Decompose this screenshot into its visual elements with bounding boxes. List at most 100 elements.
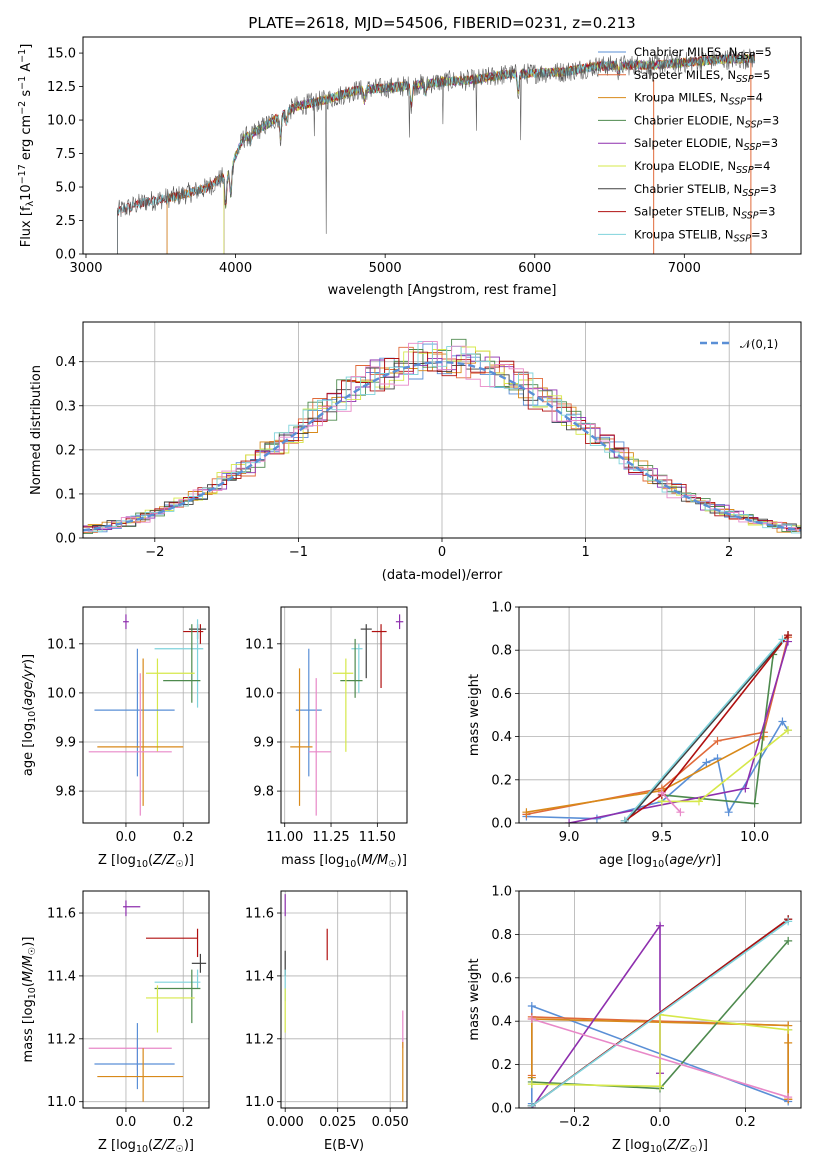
x-tick-label: 4000 [219, 261, 252, 276]
series-marker [784, 726, 793, 735]
series-line-8 [624, 638, 784, 822]
x-axis-label: E(B-V) [324, 1138, 364, 1153]
x-tick-label: 0.0 [116, 1115, 137, 1130]
x-axis-label: Z [log10(Z/Z☉)] [98, 853, 194, 870]
series-marker [527, 1002, 536, 1011]
series-line-1 [166, 53, 755, 254]
series-marker [565, 819, 574, 823]
x-tick-label: 0.0 [650, 1115, 671, 1130]
x-tick-label: 11.25 [312, 830, 349, 845]
x-axis-label: mass [log10(M/M☉)] [281, 853, 407, 870]
x-tick-label: 2 [725, 545, 733, 560]
axes-frame [82, 606, 210, 824]
y-tick-label: 10.0 [47, 686, 76, 701]
series-line-5 [223, 53, 755, 254]
y-tick-label: 0.3 [55, 399, 76, 414]
errorbar-point-6 [88, 1038, 172, 1071]
y-tick-label: 0.2 [491, 773, 512, 788]
series-marker [676, 808, 685, 817]
y-tick-label: 10.0 [245, 686, 274, 701]
errorbar-point-2 [191, 953, 207, 973]
errorbar-point-5 [146, 658, 195, 752]
x-tick-label: 11.50 [359, 830, 396, 845]
errorbar-point-8 [97, 1048, 184, 1102]
x-tick-label: 0 [438, 545, 446, 560]
series-line-8 [531, 920, 789, 1107]
histogram-series-6 [83, 362, 801, 531]
y-tick-label: 11.6 [245, 907, 274, 922]
errorbar-point-3 [154, 969, 201, 989]
y-tick-label: 11.0 [245, 1095, 274, 1110]
series-line-3 [661, 634, 789, 805]
series-line-3 [223, 53, 755, 254]
errorbar-point-0 [123, 614, 129, 630]
axes-frame [280, 890, 408, 1109]
x-tick-label: 0.2 [735, 1115, 756, 1130]
x-tick-label: 0.000 [267, 1115, 304, 1130]
normal-curve [83, 360, 801, 532]
x-axis-label: age [log10(age/yr)] [599, 853, 721, 870]
plot-area [83, 338, 801, 534]
y-tick-label: 0.2 [55, 443, 76, 458]
x-tick-label: −2 [145, 545, 164, 560]
errorbar-point-4 [154, 969, 201, 1024]
y-tick-label: 12.5 [47, 80, 76, 95]
histogram-series-8 [87, 341, 801, 534]
plot-massweight-vs-Z: −0.2 0.0 0.2 0.0 0.2 0.4 0.6 0.8 1.0 Z [log10(Z/Z… [467, 885, 802, 1155]
x-tick-label: 5000 [369, 261, 402, 276]
legend-entry: Chabrier STELIB, NSSP=3 [634, 182, 777, 199]
y-tick-label: 5.0 [55, 181, 76, 196]
series-marker [527, 1080, 536, 1089]
legend-entry: Chabrier MILES, NSSP=5 [634, 45, 772, 62]
x-tick-label: 3000 [69, 261, 102, 276]
y-tick-label: 9.9 [253, 736, 274, 751]
series-line-0 [526, 719, 789, 820]
legend-entry: Kroupa STELIB, NSSP=3 [634, 227, 768, 244]
errorbar-point-4 [163, 624, 201, 703]
x-axis-label: Z [log10(Z/Z☉)] [612, 1138, 708, 1155]
x-tick-label: 0.025 [319, 1115, 356, 1130]
errorbar-point-1 [183, 624, 204, 644]
plot-age-vs-mass: 11.00 11.25 11.50 9.8 9.9 10.0 10.1 mass [log10… [245, 606, 408, 870]
errorbar-point-8 [88, 673, 172, 816]
series-marker [527, 1101, 536, 1108]
errorbar-point-0 [123, 900, 141, 917]
x-axis-label: Z [log10(Z/Z☉)] [98, 1138, 194, 1155]
y-tick-label: 0.4 [491, 1015, 512, 1030]
legend: 𝒩(0,1) [700, 337, 778, 351]
y-axis-label: Flux [fλ10−17 erg cm−2 s−1 A−1] [17, 44, 36, 248]
y-tick-label: 0.0 [55, 532, 76, 547]
y-tick-label: 0.8 [491, 644, 512, 659]
y-tick-label: 0.1 [55, 487, 76, 502]
axes-frame [518, 890, 802, 1109]
legend-entry: 𝒩(0,1) [740, 337, 778, 351]
errorbar-point-4 [340, 638, 363, 698]
axes-frame [82, 890, 210, 1109]
series-marker [784, 631, 793, 640]
series-marker [784, 1025, 793, 1034]
axes-frame [280, 606, 408, 824]
errorbar-point-8 [308, 678, 332, 816]
axes-frame [82, 36, 802, 255]
x-tick-label: 0.2 [173, 830, 194, 845]
series-line-9 [531, 1018, 789, 1098]
x-tick-label: 7000 [668, 261, 701, 276]
errorbar-point-5 [146, 985, 195, 1033]
x-tick-label: −1 [289, 545, 308, 560]
axes-frame [518, 606, 802, 824]
x-tick-label: 9.0 [559, 830, 580, 845]
legend-entry: Salpeter STELIB, NSSP=3 [634, 205, 775, 222]
y-axis-label: Normed distribution [29, 365, 44, 495]
y-axis-label: mass weight [467, 674, 482, 756]
y-tick-label: 0.0 [55, 248, 76, 263]
y-tick-label: 0.2 [491, 1058, 512, 1073]
y-tick-label: 11.6 [47, 907, 76, 922]
y-tick-label: 10.0 [47, 114, 76, 129]
legend-entry: Kroupa ELODIE, NSSP=4 [634, 159, 771, 176]
plot-area [284, 894, 404, 1102]
plot-area [522, 631, 793, 823]
y-tick-label: 10.1 [47, 637, 76, 652]
plot-spectrum: 3000 4000 5000 6000 7000 0.0 2.5 5.0 7.5 10.0 12.5… [17, 14, 802, 298]
errorbar-point-7 [94, 1023, 175, 1090]
